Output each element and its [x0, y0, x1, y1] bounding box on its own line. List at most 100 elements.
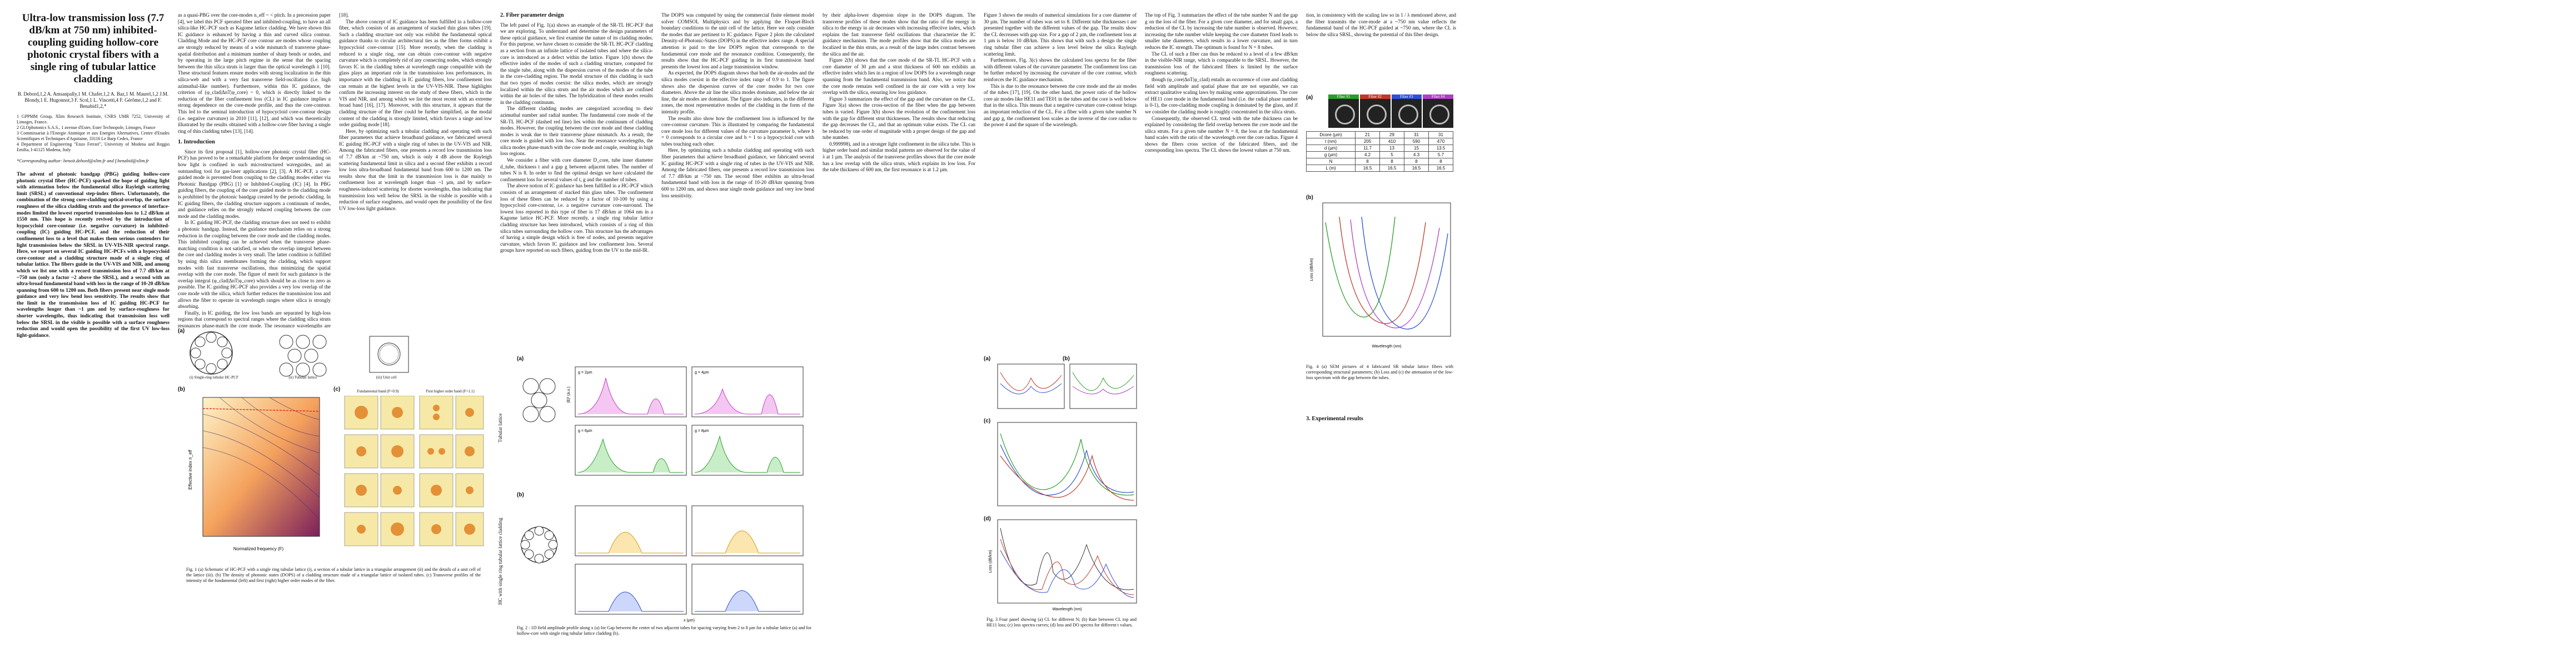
paragraph: The results also show how the confinemen…	[661, 115, 814, 147]
table-row: d (µm) 11.7 13 15 13.5	[1306, 145, 1454, 152]
paragraph: 0.999998), and in a stronger light confi…	[823, 141, 975, 173]
fig4-sem-fiber-4: Fiber #4	[1423, 94, 1453, 128]
text-column-6: by their alpha-lower dispersion slope in…	[823, 12, 975, 173]
table-cell: 16.5	[1428, 165, 1454, 172]
corresponding-author: *Corresponding author: benoit.debord@xli…	[17, 158, 150, 163]
fig4-sem-fiber-1: Fiber #1	[1328, 94, 1359, 128]
table-cell: 8	[1403, 158, 1429, 165]
fig3-label-c: (c)	[984, 418, 991, 424]
paragraph: Figure 3 summarizes the effect of the ga…	[823, 96, 975, 141]
fig2-caption: Fig. 2 : 1D field amplitude profile alon…	[517, 625, 811, 636]
fig1-lattice-schematic	[279, 335, 327, 377]
table-cell: 8	[1379, 158, 1404, 165]
fig4-sem-images: Fiber #1 Fiber #2 Fiber #3 Fiber #4	[1328, 94, 1453, 128]
fig4-sem-fiber-3: Fiber #3	[1391, 94, 1422, 128]
table-cell: 590	[1403, 138, 1429, 145]
paragraph: by their alpha-lower dispersion slope in…	[823, 12, 975, 57]
author-list: B. Debord,1,2 A. Amsanpally,1 M. Chafer,…	[17, 91, 169, 109]
paragraph: [18].	[339, 12, 349, 18]
fig2-field-panels-bottom	[575, 505, 804, 615]
paragraph: In IC guiding HC-PCF, the cladding struc…	[178, 220, 331, 310]
table-row: t (nm) 205 410 590 470	[1306, 138, 1454, 145]
text-column-9-bottom: 3. Experimental results	[1306, 411, 1456, 426]
table-cell: 16.5	[1379, 165, 1404, 172]
fig4-label-b: (b)	[1306, 195, 1313, 201]
affiliation-4: 4 Department of Engineering "Enzo Ferrar…	[17, 142, 170, 152]
table-cell: 8	[1355, 158, 1380, 165]
paragraph: The CL of such a fiber can thus be reduc…	[1145, 51, 1298, 76]
table-row-header: d (µm)	[1306, 145, 1356, 152]
abstract: The advent of photonic bandgap (PBG) gui…	[17, 172, 170, 339]
table-cell: 16.5	[1403, 165, 1429, 172]
fig1-label-b: (b)	[178, 386, 185, 392]
paragraph: We consider a fiber with core diameter D…	[500, 157, 653, 182]
fig4-ylabel: Loss (dB/km)	[1310, 258, 1314, 281]
fig4-sem-fiber-2: Fiber #2	[1359, 94, 1391, 128]
paragraph: The above notion of IC guidance has been…	[500, 183, 653, 253]
table-cell: 4.2	[1355, 151, 1380, 158]
fig1-single-ring-schematic	[190, 331, 233, 375]
affiliations: 1 GPPMM Group, Xlim Research Institute, …	[17, 114, 170, 153]
table-cell: 15	[1403, 145, 1429, 152]
section-heading-experimental: 3. Experimental results	[1306, 416, 1363, 422]
table-row-header: N	[1306, 158, 1356, 165]
paragraph: Here, by optimizing such a tubular cladd…	[339, 128, 492, 211]
text-column-2: as a quasi-PBG over the core-modes n_eff…	[178, 12, 331, 375]
table-cell: 13	[1379, 145, 1404, 152]
fig3-label-b: (b)	[1063, 356, 1070, 362]
fig2-xlabel: x (µm)	[684, 619, 695, 623]
fig4-label-a: (a)	[1306, 94, 1313, 101]
fig1-xlabel: Normalized frequency (F)	[233, 546, 284, 551]
fig4-fiber-label-2: Fiber #2	[1359, 94, 1391, 99]
fig2-lattice-schematic	[522, 378, 556, 422]
table-row-header: g (µm)	[1306, 151, 1356, 158]
table-cell: 4.3	[1403, 151, 1429, 158]
fig3-caption: Fig. 3 Four panel showing (a) CL for dif…	[986, 617, 1137, 628]
fig2-label-a: (a)	[517, 356, 524, 362]
fig3-label-d: (d)	[984, 516, 991, 522]
paragraph: Figure 2(b) shows that the core mode of …	[823, 57, 975, 96]
table-cell: 8	[1428, 158, 1454, 165]
fig1-label-c: (c)	[333, 386, 341, 392]
paragraph: Furthermore, Fig. 3(c) shows the calcula…	[984, 57, 1137, 82]
figure-3: (a) Wavelength (nm) Loss (dB/km) (b) (c)…	[984, 356, 1142, 656]
paragraph: tion, in consistency with the scaling la…	[1306, 12, 1456, 37]
table-cell: 21	[1355, 131, 1380, 138]
fig3-label-a: (a)	[984, 356, 991, 362]
table-row-header: t (nm)	[1306, 138, 1356, 145]
title-column: Ultra-low transmission loss (7.7 dB/km a…	[17, 12, 170, 339]
fig1-sublabel-1: (i) Single-ring tubular HC-PCF	[190, 375, 238, 380]
fig1-ylabel: Effective index n_eff	[188, 449, 193, 490]
table-row: Dcore (µm) 21 29 31 31	[1306, 131, 1454, 138]
fig2-row-label-1: Tubular lattice	[497, 413, 503, 443]
affiliation-3: 3 Commissariat à l'Energie Atomique et a…	[17, 131, 170, 141]
affiliation-1: 1 GPPMM Group, Xlim Research Institute, …	[17, 114, 170, 125]
fig2-field-panels-top	[575, 366, 804, 476]
paragraph: The DOPS was computed by using the comme…	[661, 12, 814, 69]
paragraph: The different cladding modes are categor…	[500, 106, 653, 157]
fig1-unit-cell-schematic	[369, 336, 409, 373]
fig1-sublabel-2: (ii) Tubular lattice	[288, 375, 317, 380]
table-cell: 13.5	[1428, 145, 1454, 152]
table-cell: 5.7	[1428, 151, 1454, 158]
table-cell: 29	[1379, 131, 1404, 138]
paragraph: Figure 3 shows the results of numerical …	[984, 12, 1137, 57]
fig2-ring-schematic	[520, 526, 558, 564]
table-cell: 5	[1379, 151, 1404, 158]
paragraph: Since its first proposal [1], hollow-cor…	[178, 148, 331, 219]
fig4-fiber-label-3: Fiber #3	[1391, 94, 1422, 99]
fig1-dops-plot: Normalized frequency (F) Effective index…	[188, 397, 320, 551]
paragraph: The above concept of IC guidance has bee…	[339, 18, 492, 128]
paragraph: Consequently, the observed CL trend with…	[1145, 115, 1298, 153]
text-column-3: [18]. The above concept of IC guidance h…	[339, 12, 492, 212]
fig2-row-label-2: HC with single ring tubular lattice clad…	[497, 517, 503, 605]
figure-2: (a) Tubular lattice HC with single ring …	[497, 356, 817, 656]
table-row-header: Dcore (µm)	[1306, 131, 1356, 138]
table-cell: 16.5	[1355, 165, 1380, 172]
section-heading-introduction: 1. Introduction	[178, 139, 215, 146]
figure-4: (a) Fiber #1 Fiber #2 Fiber #3 Fiber #4 …	[1306, 94, 1456, 406]
table-row: g (µm) 4.2 5 4.3 5.7	[1306, 151, 1454, 158]
fig1-schematics	[190, 331, 409, 377]
fig2-gap-label-3: g = 6µm	[578, 429, 592, 433]
